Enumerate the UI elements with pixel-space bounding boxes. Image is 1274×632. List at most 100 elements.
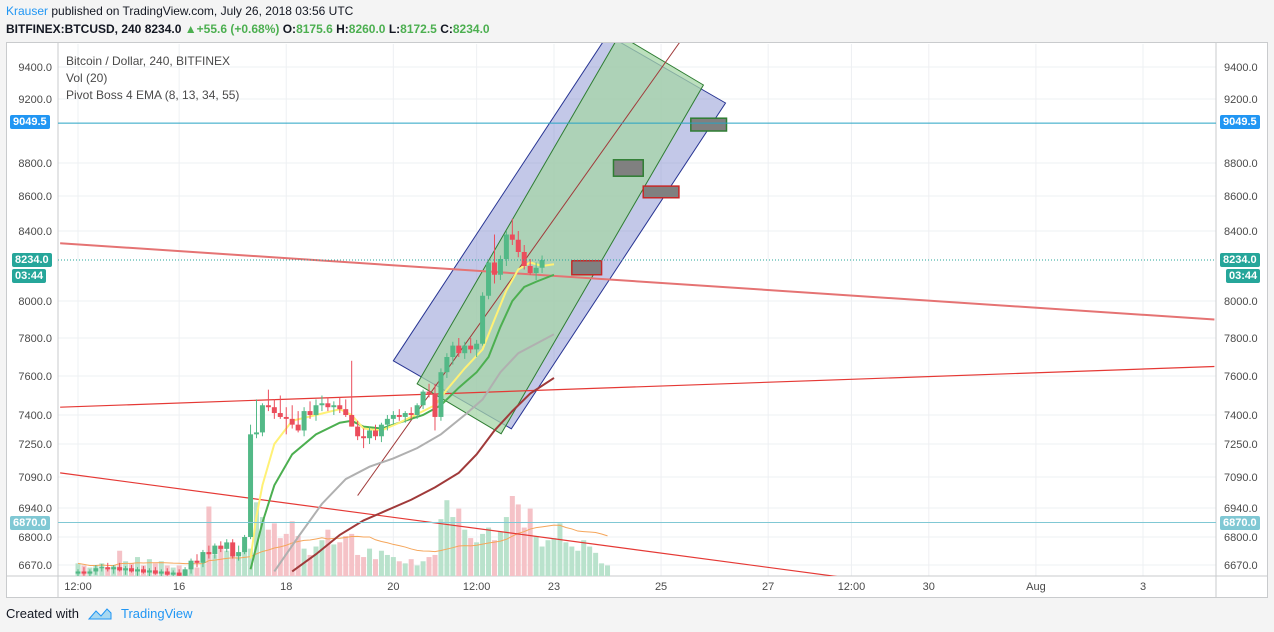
x-tick-label: 23 — [548, 581, 560, 593]
volume-ma-line — [77, 524, 608, 566]
candle-body — [456, 345, 462, 354]
volume-bar — [521, 527, 527, 576]
volume-bar — [527, 508, 533, 576]
candle-body — [313, 405, 319, 415]
candle-body — [331, 405, 337, 408]
trendline — [60, 472, 838, 576]
volume-bar — [384, 554, 390, 576]
y-tick-label-left: 7400.0 — [18, 410, 52, 422]
y-tick-label-right: 9200.0 — [1224, 94, 1258, 106]
volume-bar — [361, 557, 367, 576]
candle-body — [99, 567, 105, 569]
candle-body — [176, 572, 182, 576]
candle-body — [426, 391, 432, 394]
volume-bar — [599, 563, 605, 576]
x-tick-label: 25 — [655, 581, 667, 593]
candle-body — [539, 260, 545, 268]
volume-bar — [545, 540, 551, 576]
y-tick-label-left: 8800.0 — [18, 158, 52, 170]
volume-bar — [563, 542, 569, 576]
low-label: L: — [388, 22, 401, 36]
volume-bar — [408, 559, 414, 576]
volume-bar — [474, 542, 480, 576]
volume-bar — [581, 540, 587, 576]
change-value: +55.6 (+0.68%) — [196, 22, 280, 36]
low-value: 8172.5 — [400, 22, 437, 36]
author-link[interactable]: Krauser — [6, 4, 49, 18]
candle-body — [87, 571, 93, 574]
y-tick-label-right: 8000.0 — [1224, 296, 1258, 308]
volume-bar — [432, 554, 438, 576]
candle-body — [200, 552, 206, 563]
created-with-text: Created with — [6, 606, 79, 621]
volume-bar — [575, 550, 581, 576]
footer: Created with TradingView — [6, 606, 193, 621]
candle-body — [236, 552, 242, 557]
published-text: published on TradingView.com, July 26, 2… — [48, 4, 354, 18]
symbol-line: BITFINEX:BTCUSD, 240 8234.0 ▲+55.6 (+0.6… — [6, 22, 490, 36]
x-tick-label: 12:00 — [838, 581, 866, 593]
volume-bar — [491, 540, 497, 576]
y-tick-label-left: 6670.0 — [18, 560, 52, 572]
volume-bar — [134, 557, 140, 576]
candle-body — [408, 413, 414, 415]
open-value: 8175.6 — [296, 22, 333, 36]
volume-bar — [468, 538, 474, 576]
candle-body — [146, 570, 152, 573]
y-tick-label-left: 8000.0 — [18, 296, 52, 308]
candle-body — [164, 571, 170, 575]
candle-body — [248, 434, 254, 537]
y-tick-label-left: 8400.0 — [18, 226, 52, 238]
y-tick-label-left: 6800.0 — [18, 532, 52, 544]
x-tick-label: 27 — [762, 581, 774, 593]
volume-bar — [539, 546, 545, 576]
candle-body — [372, 430, 378, 437]
trendline — [60, 242, 1215, 321]
candle-body — [182, 569, 188, 576]
y-tick-label-left: 8600.0 — [18, 191, 52, 203]
volume-bar — [533, 536, 539, 576]
volume-bar — [349, 533, 355, 576]
price-left-badge: 8234.0 — [12, 253, 52, 267]
volume-bar — [331, 544, 337, 576]
plot-area[interactable] — [58, 35, 1216, 580]
y-tick-label-right: 8800.0 — [1224, 158, 1258, 170]
candle-body — [295, 424, 301, 431]
volume-bar — [420, 561, 426, 576]
volume-bar — [218, 546, 224, 576]
candle-body — [438, 372, 444, 417]
y-tick-label-left: 7600.0 — [18, 371, 52, 383]
y-tick-label-left: 7250.0 — [18, 439, 52, 451]
tradingview-link[interactable]: TradingView — [120, 606, 193, 621]
candle-body — [265, 405, 271, 408]
candle-body — [158, 571, 164, 574]
volume-bar — [355, 554, 361, 576]
volume-bar — [456, 508, 462, 576]
level-high-right-badge: 9049.5 — [1220, 115, 1260, 129]
volume-bar — [224, 550, 230, 576]
legend-volume: Vol (20) — [66, 71, 108, 85]
candle-body — [444, 357, 450, 373]
volume-bar — [242, 546, 248, 576]
price-right-badge: 8234.0 — [1220, 253, 1260, 267]
ema34-line — [273, 333, 555, 573]
y-tick-label-right: 7800.0 — [1224, 333, 1258, 345]
volume-bar — [402, 563, 408, 576]
y-tick-label-right: 8600.0 — [1224, 191, 1258, 203]
candle-body — [129, 568, 135, 572]
candle-body — [533, 267, 539, 273]
candle-body — [194, 560, 200, 563]
candle-body — [105, 567, 111, 570]
x-tick-label: 16 — [173, 581, 185, 593]
candle-body — [527, 266, 533, 273]
candle-body — [123, 568, 129, 571]
volume-bar — [515, 504, 521, 576]
volume-bar — [378, 550, 384, 576]
candle-body — [224, 542, 230, 549]
ema55-line — [291, 377, 555, 573]
volume-bar — [551, 538, 557, 576]
y-tick-label-right: 7250.0 — [1224, 439, 1258, 451]
candle-body — [212, 545, 218, 555]
candle-body — [111, 567, 117, 570]
